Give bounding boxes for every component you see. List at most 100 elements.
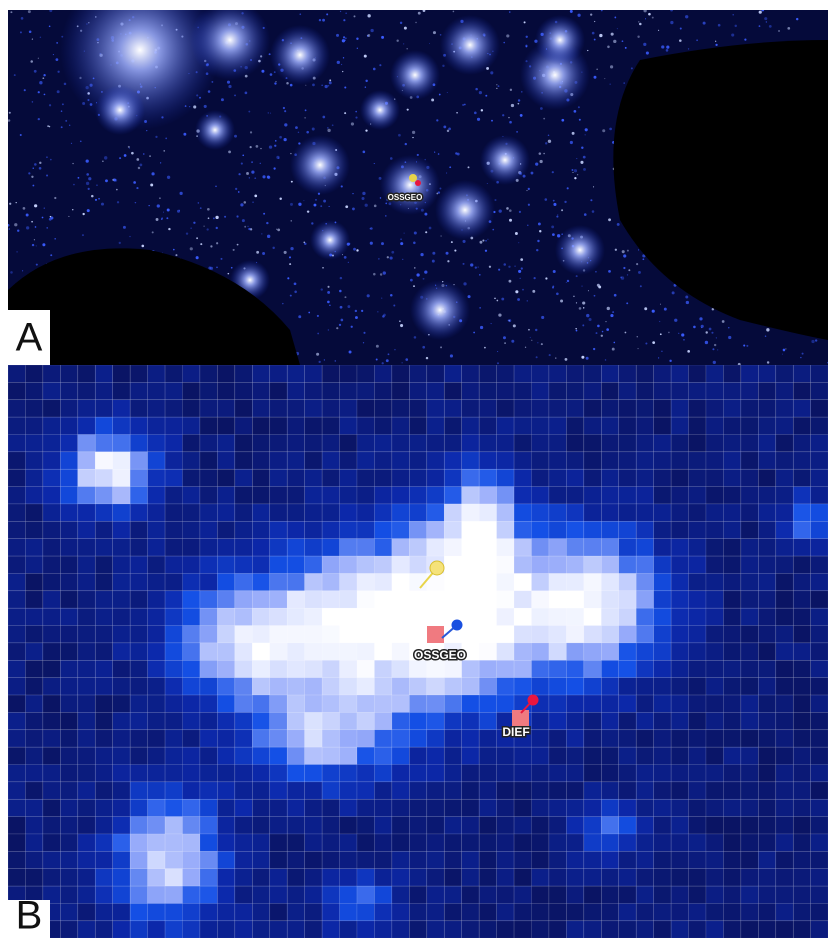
- light: [77, 176, 80, 179]
- grid-cell: [182, 451, 201, 470]
- grid-cell: [304, 468, 323, 487]
- light: [535, 356, 538, 359]
- grid-cell: [688, 729, 707, 748]
- light: [317, 332, 319, 335]
- light: [422, 10, 426, 12]
- grid-cell: [443, 816, 463, 835]
- light: [696, 39, 698, 42]
- grid-cell: [164, 607, 183, 626]
- light: [438, 93, 441, 96]
- grid-cell: [269, 468, 288, 487]
- light: [529, 336, 531, 338]
- grid-cell: [129, 677, 148, 696]
- grid-cell: [147, 399, 166, 418]
- grid-cell: [461, 434, 480, 453]
- grid-cell: [77, 555, 96, 574]
- light: [361, 197, 365, 201]
- grid-cell: [164, 399, 183, 418]
- grid-cell: [164, 920, 183, 938]
- grid-cell: [409, 503, 428, 522]
- grid-cell: [234, 764, 253, 783]
- light: [275, 81, 277, 83]
- grid-cell: [147, 538, 166, 557]
- grid-cell: [112, 798, 131, 817]
- grid-cell: [810, 521, 828, 540]
- grid-cell: [42, 451, 61, 470]
- grid-cell: [304, 851, 323, 870]
- grid-cell: [531, 555, 550, 574]
- grid-cell: [531, 833, 550, 852]
- grid-cell: [740, 885, 759, 904]
- light: [527, 224, 529, 226]
- light: [163, 211, 165, 213]
- grid-cell: [409, 833, 428, 852]
- light: [224, 215, 227, 218]
- grid-cell: [635, 851, 654, 870]
- city-glow: [390, 50, 440, 100]
- grid-cell: [723, 382, 742, 401]
- light: [566, 187, 569, 190]
- grid-cell: [775, 851, 794, 870]
- grid-cell: [618, 468, 637, 487]
- grid-cell: [42, 590, 61, 609]
- grid-cell: [775, 920, 794, 938]
- grid-cell: [513, 555, 532, 574]
- light: [43, 93, 46, 96]
- light: [693, 325, 696, 329]
- light: [260, 147, 262, 150]
- grid-cell: [374, 764, 393, 783]
- grid-cell: [775, 503, 794, 522]
- light: [85, 181, 90, 186]
- grid-cell: [443, 521, 463, 540]
- grid-cell: [758, 538, 777, 557]
- grid-cell: [513, 365, 532, 383]
- grid-cell: [496, 503, 515, 522]
- grid-cell: [426, 816, 445, 835]
- grid-cell: [94, 677, 114, 696]
- light: [141, 244, 145, 248]
- grid-cell: [792, 434, 812, 453]
- grid-cell: [478, 885, 497, 904]
- grid-cell: [25, 468, 44, 487]
- light: [556, 215, 559, 218]
- grid-cell: [356, 833, 375, 852]
- grid-cell: [77, 816, 96, 835]
- grid-cell: [548, 868, 567, 887]
- light: [266, 221, 269, 225]
- grid-cell: [112, 468, 131, 487]
- grid-cell: [234, 503, 253, 522]
- light: [578, 118, 581, 121]
- grid-cell: [810, 746, 828, 765]
- light: [575, 275, 578, 278]
- grid-cell: [42, 642, 61, 661]
- grid-cell: [810, 486, 828, 505]
- light: [119, 157, 122, 160]
- grid-cell: [182, 399, 201, 418]
- light: [415, 21, 417, 24]
- light: [758, 25, 761, 28]
- light: [54, 238, 56, 240]
- city-glow: [270, 25, 330, 85]
- grid-cell: [688, 851, 707, 870]
- grid-cell: [42, 555, 61, 574]
- light: [342, 36, 346, 39]
- light: [393, 304, 396, 307]
- grid-cell: [740, 590, 759, 609]
- grid-cell: [147, 434, 166, 453]
- light: [449, 354, 454, 358]
- light: [624, 46, 627, 49]
- grid-cell: [775, 833, 794, 852]
- grid-cell: [600, 573, 620, 592]
- grid-cell: [600, 538, 620, 557]
- grid-cell: [304, 590, 323, 609]
- grid-cell: [792, 659, 812, 678]
- light: [166, 217, 169, 220]
- grid-cell: [478, 833, 497, 852]
- light: [539, 230, 542, 233]
- grid-cell: [286, 365, 305, 383]
- grid-cell: [42, 365, 61, 383]
- grid-cell: [164, 382, 183, 401]
- grid-cell: [269, 434, 288, 453]
- light: [327, 329, 330, 331]
- grid-cell: [426, 868, 445, 887]
